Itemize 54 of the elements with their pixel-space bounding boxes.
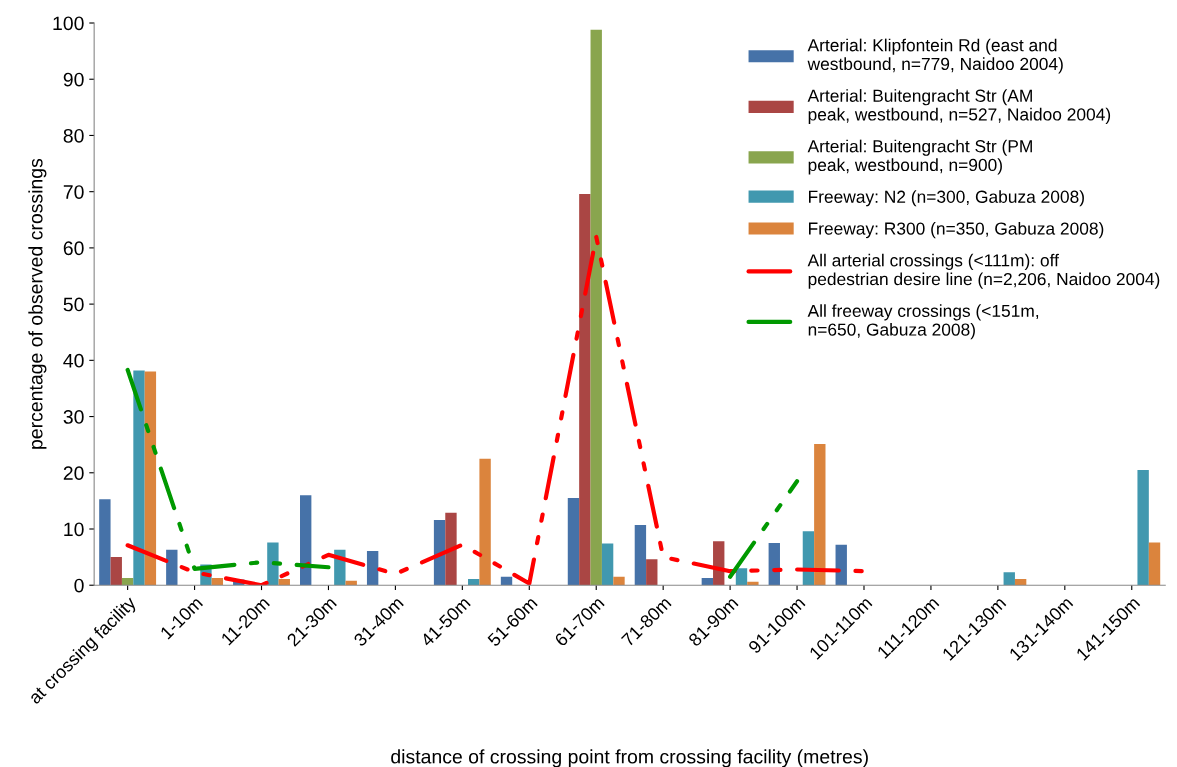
bar <box>433 520 446 586</box>
legend-label: Arterial: Klipfontein Rd (east and westbound, n=779, Naidoo 2004) <box>807 38 1063 74</box>
bar <box>802 531 815 586</box>
legend-label: All freeway crossings (<151m, n=650, Gabuza 2008) <box>807 304 1039 340</box>
bar <box>613 576 625 586</box>
bar <box>590 29 602 586</box>
y-tick-label: 100 <box>53 16 84 31</box>
bar <box>144 371 157 586</box>
bar <box>1014 579 1027 586</box>
bar <box>646 559 658 586</box>
bar <box>747 581 759 586</box>
bar <box>735 568 748 586</box>
bar <box>468 579 480 586</box>
y-tick-label: 60 <box>63 241 84 256</box>
y-tick-label: 70 <box>63 185 84 199</box>
legend-label: Freeway: N2 (n=300, Gabuza 2008) <box>809 190 1084 207</box>
bar <box>1148 542 1161 586</box>
legend-label: All arterial crossings (<111m): off pedestrian desire line (n=2,206, Naidoo 2004) <box>807 253 1160 289</box>
y-tick-label: 50 <box>63 297 84 312</box>
y-tick-label: 10 <box>64 522 84 537</box>
y-axis-title: percentage of observed crossings <box>28 158 47 449</box>
bar <box>835 544 847 586</box>
bar <box>567 498 580 586</box>
bar <box>133 370 145 586</box>
legend-label: Arterial: Buitengracht Str (AM peak, westbound, n=527, Naidoo 2004) <box>807 89 1111 125</box>
y-tick-label: 0 <box>74 578 84 593</box>
legend-label: Freeway: R300 (n=350, Gabuza 2008) <box>809 221 1104 239</box>
legend-label: Arterial: Buitengracht Str (PM peak, westbound, n=900) <box>807 139 1032 175</box>
y-tick-label: 80 <box>63 128 84 143</box>
bar <box>601 543 614 586</box>
bar <box>121 577 134 586</box>
y-tick-label: 40 <box>63 353 84 368</box>
y-tick-label: 20 <box>63 466 84 481</box>
bar <box>579 193 591 586</box>
bar <box>768 543 780 586</box>
bar <box>634 525 647 586</box>
bar <box>300 495 312 586</box>
bar <box>814 444 826 586</box>
bar <box>166 549 178 586</box>
x-axis-title: distance of crossing point from crossing facility (metres) <box>391 749 868 767</box>
y-tick-label: 90 <box>63 72 84 87</box>
bar <box>99 499 111 586</box>
bar <box>110 557 122 586</box>
bar <box>445 512 457 586</box>
bar <box>701 577 714 586</box>
bar <box>479 458 491 586</box>
bar <box>278 579 290 586</box>
bar <box>1137 469 1149 586</box>
bar <box>366 550 379 586</box>
bar <box>267 542 279 586</box>
bar <box>1003 572 1015 586</box>
y-tick-label: 30 <box>63 410 84 424</box>
bar <box>500 576 513 586</box>
bar <box>211 577 224 586</box>
